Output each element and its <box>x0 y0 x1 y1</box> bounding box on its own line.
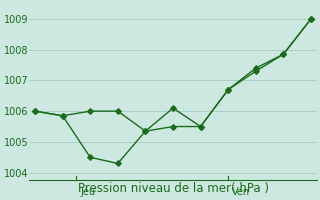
Text: Ven: Ven <box>232 187 251 197</box>
X-axis label: Pression niveau de la mer( hPa ): Pression niveau de la mer( hPa ) <box>77 182 268 195</box>
Text: Jeu: Jeu <box>81 187 96 197</box>
